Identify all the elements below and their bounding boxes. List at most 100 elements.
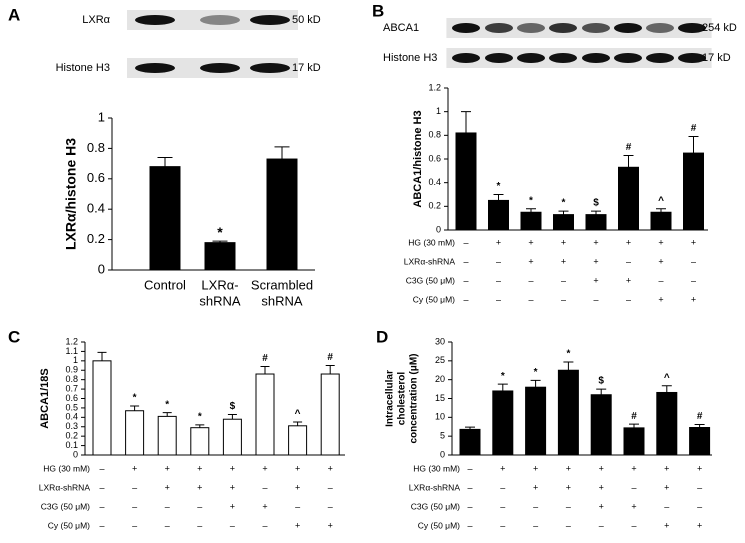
y-tick-label: 0 <box>98 261 105 276</box>
treatment-label: LXRα-shRNA <box>409 482 461 492</box>
bar <box>459 428 481 456</box>
significance-mark: * <box>501 371 505 382</box>
treatment-sign: – <box>262 520 267 530</box>
treatment-sign: – <box>691 275 696 285</box>
bar <box>683 152 704 231</box>
treatment-sign: – <box>500 482 505 492</box>
treatment-sign: + <box>500 463 505 473</box>
y-tick-label: 20 <box>435 374 445 384</box>
bar <box>266 158 298 271</box>
treatment-sign: + <box>295 520 300 530</box>
significance-mark: * <box>529 195 533 206</box>
treatment-sign: + <box>533 463 538 473</box>
blot-size: 17 kD <box>702 52 731 64</box>
treatment-sign: + <box>165 463 170 473</box>
blot-band <box>614 23 642 33</box>
treatment-sign: + <box>697 463 702 473</box>
treatment-sign: + <box>132 463 137 473</box>
treatment-sign: + <box>658 256 663 266</box>
blot-band <box>678 53 706 63</box>
y-tick-label: 5 <box>440 431 445 441</box>
treatment-sign: – <box>566 520 571 530</box>
treatment-sign: – <box>165 501 170 511</box>
blot-label: ABCA1 <box>383 22 419 34</box>
treatment-sign: + <box>658 237 663 247</box>
x-tick-label: Control <box>144 277 186 292</box>
bar <box>689 427 711 456</box>
blot-band <box>582 23 610 33</box>
significance-mark: $ <box>593 198 599 209</box>
y-tick-label: 0.4 <box>65 412 78 422</box>
treatment-sign: + <box>626 275 631 285</box>
significance-mark: * <box>217 224 223 240</box>
treatment-sign: + <box>566 482 571 492</box>
blot-band <box>582 53 610 63</box>
treatment-sign: + <box>599 463 604 473</box>
error-bar <box>493 194 504 201</box>
error-bar <box>688 136 699 154</box>
y-tick-label: 0.8 <box>65 374 78 384</box>
significance-mark: $ <box>230 401 236 412</box>
significance-mark: * <box>198 412 202 423</box>
treatment-sign: + <box>599 501 604 511</box>
panel-label: B <box>372 1 384 20</box>
y-tick-label: 0.9 <box>65 365 78 375</box>
significance-mark: * <box>566 349 570 360</box>
treatment-sign: + <box>561 237 566 247</box>
blot-label: LXRα <box>82 14 110 26</box>
y-tick-label: 0.6 <box>65 393 78 403</box>
treatment-sign: + <box>566 463 571 473</box>
bar <box>492 390 514 456</box>
treatment-sign: – <box>197 520 202 530</box>
blot-band <box>250 63 290 73</box>
treatment-sign: + <box>230 463 235 473</box>
panel-label: D <box>376 327 388 346</box>
treatment-sign: – <box>599 520 604 530</box>
treatment-sign: – <box>691 256 696 266</box>
treatment-sign: – <box>99 482 104 492</box>
error-bar <box>157 157 173 167</box>
error-bar <box>97 351 107 361</box>
y-tick-label: 0.8 <box>87 140 105 155</box>
treatment-sign: – <box>463 294 468 304</box>
treatment-sign: – <box>463 256 468 266</box>
treatment-sign: + <box>230 501 235 511</box>
treatment-sign: – <box>467 463 472 473</box>
treatment-sign: + <box>295 482 300 492</box>
treatment-sign: + <box>691 294 696 304</box>
y-axis-label: ABCA1/18S <box>39 368 51 429</box>
treatment-sign: – <box>496 256 501 266</box>
y-tick-label: 0.8 <box>428 130 441 140</box>
treatment-sign: + <box>664 520 669 530</box>
y-tick-label: 0.1 <box>65 440 78 450</box>
y-tick-label: 0.5 <box>65 402 78 412</box>
error-bar <box>260 365 270 375</box>
treatment-sign: + <box>328 463 333 473</box>
treatment-sign: – <box>99 463 104 473</box>
blot-strip <box>446 48 712 68</box>
bar <box>288 425 308 456</box>
treatment-label: HG (30 mM) <box>408 237 455 247</box>
treatment-sign: + <box>528 237 533 247</box>
treatment-sign: – <box>496 275 501 285</box>
bar <box>488 199 509 231</box>
treatment-sign: + <box>626 237 631 247</box>
significance-mark: # <box>691 123 697 134</box>
blot-label: Histone H3 <box>56 62 110 74</box>
treatment-sign: + <box>328 520 333 530</box>
blot-band <box>678 23 706 33</box>
error-bar <box>195 424 205 428</box>
treatment-sign: – <box>467 482 472 492</box>
significance-mark: * <box>165 399 169 410</box>
treatment-sign: – <box>99 501 104 511</box>
treatment-sign: – <box>697 482 702 492</box>
bar <box>455 132 477 231</box>
treatment-sign: – <box>528 294 533 304</box>
significance-mark: # <box>262 353 268 364</box>
blot-band <box>135 15 175 25</box>
bar <box>255 373 275 456</box>
blot-band <box>485 23 513 33</box>
treatment-sign: + <box>593 237 598 247</box>
treatment-sign: – <box>561 294 566 304</box>
treatment-sign: + <box>593 275 598 285</box>
